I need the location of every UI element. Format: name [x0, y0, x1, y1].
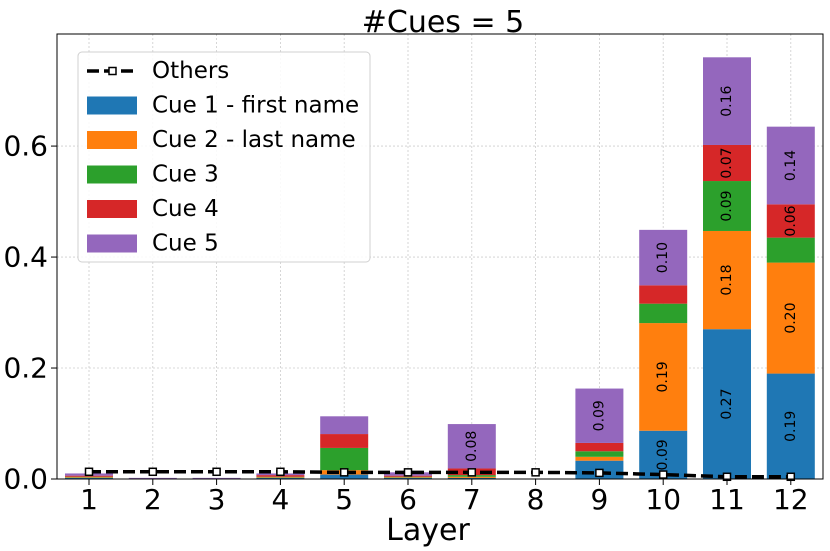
y-tick-label: 0.4: [3, 241, 48, 274]
legend-swatch: [87, 96, 137, 115]
bar-value-label: 0.16: [719, 85, 735, 116]
x-tick-label: 4: [271, 483, 289, 516]
bar-segment: [320, 416, 369, 435]
others-point: [212, 467, 221, 477]
others-point: [531, 468, 540, 477]
bar-value-label: 0.06: [783, 205, 799, 236]
legend-label: Others: [152, 58, 229, 84]
bar-segment: [320, 434, 369, 448]
bar-segment: [639, 229, 688, 286]
bar-segment: [766, 262, 815, 374]
x-tick-label: 5: [335, 483, 353, 516]
legend-label: Cue 5: [152, 231, 219, 257]
bar-segment: [447, 476, 496, 478]
bar-segment: [703, 144, 751, 182]
bar-segment: [447, 477, 496, 479]
bar-segment: [703, 230, 751, 330]
others-point: [84, 467, 94, 477]
others-line: [84, 467, 796, 482]
x-tick-label: 1: [80, 483, 98, 516]
others-point: [339, 468, 349, 477]
x-tick-label: 9: [590, 483, 608, 516]
bar-value-label: 0.14: [783, 150, 799, 181]
bar-value-label: 0.09: [655, 439, 671, 470]
others-line-path: [89, 470, 791, 479]
plot-frame: [56, 33, 824, 480]
x-axis-label: Layer: [386, 513, 470, 548]
bar-segment: [256, 476, 305, 478]
others-point: [467, 468, 477, 477]
others-point: [276, 467, 285, 477]
bar-value-label: 0.18: [719, 264, 735, 295]
bar-segment: [703, 57, 751, 145]
y-tick-label: 0.2: [3, 352, 48, 385]
bar-segment: [703, 181, 751, 231]
bar-segment: [65, 477, 113, 479]
others-point: [403, 468, 413, 477]
axes: 0.00.20.40.61 2 3 4 5 6 7 8 9 10 11 12: [3, 130, 808, 516]
bar-segment: [65, 475, 113, 477]
bar-segment: [192, 477, 241, 479]
bar-segment: [384, 476, 432, 478]
bar-segment: [384, 477, 432, 478]
legend-swatch: [87, 234, 137, 253]
bar-segment: [766, 126, 815, 205]
bar-segment: [766, 237, 815, 263]
x-tick-label: 6: [399, 483, 417, 516]
bar-segment: [128, 477, 177, 479]
bar-value-label: 0.09: [591, 400, 607, 431]
bar-value-label: 0.10: [655, 242, 671, 273]
x-tick-label: 3: [208, 483, 226, 516]
legend-label: Cue 1 - first name: [152, 93, 359, 119]
x-tick-label: 11: [709, 483, 745, 516]
bar-value-label: 0.19: [783, 411, 799, 442]
y-tick-label: 0.0: [3, 463, 48, 496]
bar-segment: [320, 474, 369, 479]
legend-swatch: [87, 131, 137, 149]
x-tick-label: 7: [463, 483, 481, 516]
bar-segment: [65, 476, 113, 478]
x-tick-label: 2: [144, 483, 162, 516]
legend-label: Cue 3: [152, 162, 219, 188]
legend-swatch: [87, 165, 137, 184]
x-tick-label: 12: [773, 483, 809, 516]
bar-segment: [575, 388, 624, 443]
chart-title: #Cues = 5: [362, 5, 524, 40]
bar-value-label: 0.09: [719, 190, 735, 221]
bar-segment: [766, 204, 815, 238]
legend-line-marker: [108, 66, 117, 76]
bar-segment: [766, 373, 815, 479]
bar-segment: [320, 447, 369, 471]
bar-segment: [575, 451, 624, 457]
legend-box: [77, 51, 371, 263]
others-point: [148, 467, 158, 477]
legend: Others Cue 1 - first name Cue 2 - last nam…: [77, 51, 371, 263]
legend-label: Cue 4: [152, 196, 219, 222]
bar-segment: [703, 329, 751, 479]
x-tick-label: 8: [527, 483, 545, 516]
bar-segment: [256, 477, 305, 478]
y-tick-label: 0.6: [3, 130, 48, 163]
bar-segment: [256, 477, 305, 479]
bar-segment: [639, 323, 688, 431]
bar-value-label: 0.27: [719, 389, 735, 420]
bar-value-label: 0.19: [655, 361, 671, 392]
bar-segment: [639, 303, 688, 324]
bar-segment: [639, 285, 688, 304]
others-point: [595, 468, 604, 478]
bar-segment: [447, 424, 496, 469]
bar-value-label: 0.08: [464, 431, 480, 462]
others-point: [658, 470, 668, 479]
bar-segment: [575, 442, 624, 452]
legend-label: Cue 2 - last name: [152, 127, 356, 153]
x-tick-label: 10: [645, 483, 681, 516]
bar-value-label: 0.20: [783, 303, 799, 334]
bar-segment: [65, 477, 113, 478]
bar-segment: [384, 477, 432, 479]
legend-swatch: [87, 200, 137, 218]
bar-value-label: 0.07: [719, 147, 735, 178]
bar-segment: [575, 456, 624, 461]
